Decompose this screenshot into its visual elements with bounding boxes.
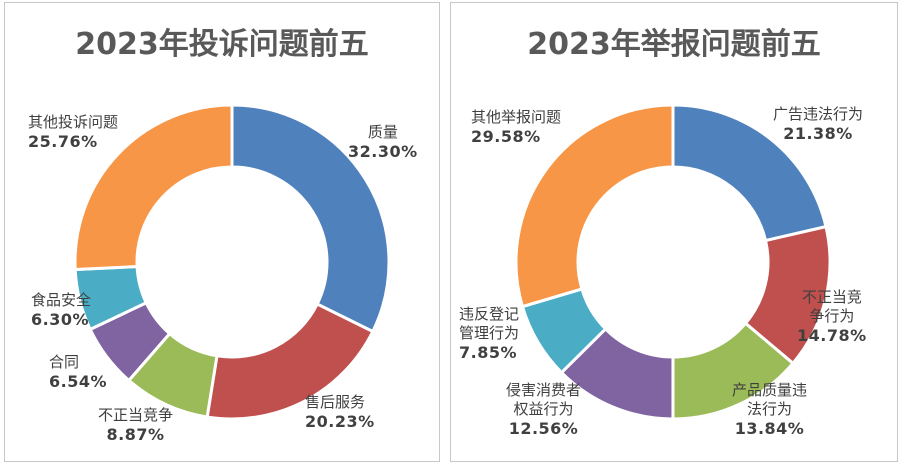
donut-slice-1 (230, 103, 391, 334)
donut-chart (514, 103, 832, 421)
slice-label: 产品质量违 法行为 13.84% (732, 381, 808, 438)
slice-label: 质量 32.30% (348, 123, 418, 161)
slice-label: 售后服务 20.23% (305, 393, 375, 431)
slice-label: 食品安全 6.30% (31, 291, 92, 329)
donut-slice-6 (73, 103, 234, 272)
slice-label: 其他投诉问题 25.76% (28, 113, 119, 151)
chart-panel-complaints: 2023年投诉问题前五 质量 32.30% 售后服务 20.23% 不正当竞争 … (4, 2, 440, 462)
slice-label: 其他举报问题 29.58% (471, 108, 562, 146)
slice-label: 侵害消费者 权益行为 12.56% (506, 381, 582, 438)
chart-title: 2023年投诉问题前五 (75, 27, 369, 62)
slice-label: 不正当竞 争行为 14.78% (797, 288, 867, 345)
slice-label: 违反登记 管理行为 7.85% (459, 305, 520, 362)
donut-slice-1 (671, 103, 828, 243)
slice-label: 合同 6.54% (49, 353, 108, 391)
chart-panel-reports: 2023年举报问题前五 广告违法行为 21.38% 不正当竞 争行为 14.78… (450, 2, 898, 462)
donut-chart (73, 103, 391, 421)
donut-slice-2 (205, 302, 375, 421)
slice-label: 不正当竞争 8.87% (98, 406, 174, 444)
chart-title: 2023年举报问题前五 (527, 27, 821, 62)
donut-slice-6 (514, 103, 675, 309)
slice-label: 广告违法行为 21.38% (773, 105, 864, 143)
